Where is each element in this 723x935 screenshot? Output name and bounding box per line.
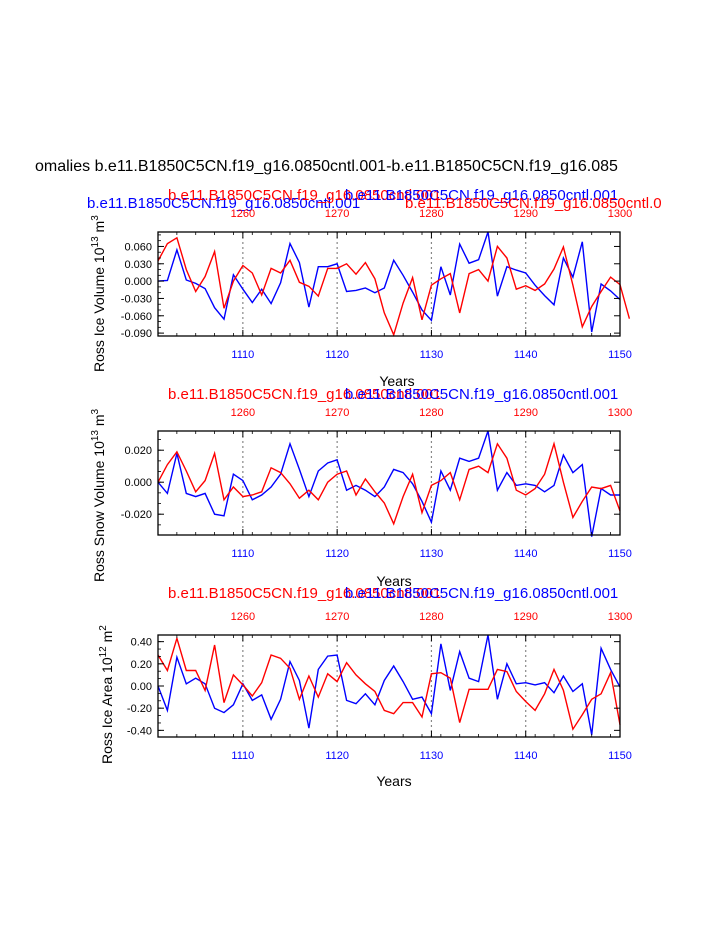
panel-1-ylabel-main: Ross Ice Volume 10 (91, 247, 107, 372)
panel-1-xtick-top-label: 1260 (231, 208, 255, 220)
panel-3-frame (157, 634, 621, 738)
panel-1-xtick-top-label: 1270 (325, 208, 349, 220)
panel-1-xlabel: Years (379, 373, 414, 389)
panel-3-xtick-bottom-label: 1130 (420, 750, 444, 762)
panel-2-ylabel-main: Ross Snow Volume 10 (91, 441, 107, 582)
panel-2-xtick-top-label: 1260 (231, 407, 255, 419)
panel-1-ylabel-unit-exp: 3 (90, 215, 101, 221)
panel-3-xtick-top-label: 1290 (513, 611, 537, 623)
panel-2-frame (157, 430, 621, 536)
panel-1-xtick-bottom-label: 1130 (420, 349, 444, 361)
panel-3-title-blue: b.e11.B1850C5CN.f19_g16.0850cntl.001 (345, 585, 618, 602)
panel-1-series-blue-line (157, 231, 621, 333)
panel-1-ytick-label: 0.060 (124, 241, 152, 253)
panel-3-ylabel-unit: m (99, 631, 115, 647)
panel-3-xtick-top-label: 1270 (325, 611, 349, 623)
panel-2-xtick-bottom-label: 1120 (325, 548, 349, 560)
panel-1-series-red-line (157, 236, 631, 337)
panel-3-xtick-top-label: 1280 (419, 611, 443, 623)
panel-1-ylabel-unit: m (91, 221, 107, 237)
panel-1-frame (157, 231, 621, 337)
panel-1-xtick-bottom-label: 1150 (608, 349, 632, 361)
panel-1-ytick-label: 0.000 (124, 276, 152, 288)
panel-ice-volume: b.e11.B1850C5CN.f19_g16.0850cntl.001 b.e… (87, 187, 662, 389)
panel-3-xtick-bottom-label: 1120 (325, 750, 349, 762)
panel-2-series-blue-line (157, 430, 620, 537)
panel-3-ylabel-unit-exp: 2 (98, 625, 109, 631)
panel-2-xtick-top-label: 1300 (608, 407, 632, 419)
panel-3-xlabel: Years (376, 773, 411, 789)
panel-2-xtick-top-label: 1280 (419, 407, 443, 419)
panel-3-xtick-top-label: 1260 (231, 611, 255, 623)
panel-3-xtick-bottom-label: 1150 (608, 750, 632, 762)
panel-1-extra-title-blue: b.e11.B1850C5CN.f19_g16.0850cntl.001 (345, 187, 618, 204)
panel-1-xtick-bottom-label: 1110 (231, 349, 254, 361)
panel-3-series-red-line (157, 635, 621, 731)
panel-1-xtick-top-label: 1290 (513, 208, 537, 220)
panel-2-xtick-top-label: 1290 (513, 407, 537, 419)
panel-2-ytick-label: 0.000 (124, 477, 152, 489)
panel-1-title-red: b.e11.B1850C5CN.f19_g16.0850cntl.001 (168, 187, 441, 204)
panel-2-xtick-bottom-label: 1150 (608, 548, 632, 560)
panel-2-ylabel-unit-exp: 3 (90, 408, 101, 414)
panel-ice-area: b.e11.B1850C5CN.f19_g16.0850cntl.001 b.e… (98, 585, 632, 789)
panel-2-ytick-label: 0.020 (124, 445, 152, 457)
panel-1-ylabel: Ross Ice Volume 1013 m3 (90, 215, 107, 372)
panel-1-xtick-bottom-label: 1120 (325, 349, 349, 361)
panel-3-series-blue-line (157, 634, 621, 735)
panel-1-plot: 0.060 0.030 0.000 -0.030 -0.060 -0.090 1110 112… (121, 208, 632, 361)
panel-3-ylabel: Ross Ice Area 1012 m2 (98, 625, 115, 764)
panel-2-xlabel: Years (376, 573, 411, 589)
panel-1-title-blue: b.e11.B1850C5CN.f19_g16.0850cntl.001 (87, 195, 360, 212)
panel-2-xtick-bottom-label: 1140 (514, 548, 538, 560)
panel-3-xtick-bottom-label: 1110 (231, 750, 254, 762)
panel-2-ylabel-unit: m (91, 414, 107, 430)
panel-1-ytick-label: -0.060 (121, 311, 152, 323)
panel-3-title-red: b.e11.B1850C5CN.f19_g16.0850cntl.001 (168, 585, 441, 602)
panel-2-title-red: b.e11.B1850C5CN.f19_g16.0850cntl.001 (168, 386, 441, 403)
panel-3-xtick-top-label: 1300 (608, 611, 632, 623)
panel-1-ylabel-exp: 13 (90, 236, 101, 248)
panel-1-ytick-label: -0.090 (121, 328, 152, 340)
panel-1-extra-title-red: b.e11.B1850C5CN.f19_g16.0850cntl.0 (405, 195, 662, 212)
panel-1-xtick-top-label: 1300 (608, 208, 632, 220)
panel-2-ytick-label: -0.020 (121, 509, 152, 521)
panel-2-plot: 0.020 0.000 -0.020 1110 1120 1130 1140 1150 1260… (121, 407, 632, 560)
panel-snow-volume: b.e11.B1850C5CN.f19_g16.0850cntl.001 b.e… (90, 386, 632, 589)
panel-3-plot: 0.40 0.20 0.00 -0.20 -0.40 1110 1120 1130 1140 11… (127, 611, 632, 762)
panel-3-xtick-bottom-label: 1140 (514, 750, 538, 762)
panel-3-ytick-label: -0.40 (127, 725, 152, 737)
panel-3-ytick-label: 0.20 (131, 659, 152, 671)
panel-3-ytick-label: 0.00 (131, 681, 152, 693)
panel-3-ylabel-main: Ross Ice Area 10 (99, 657, 115, 764)
panel-1-ytick-label: 0.030 (124, 259, 152, 271)
panel-2-series-red-line (157, 441, 621, 526)
panel-2-ylabel-exp: 13 (90, 430, 101, 442)
figure-title: omalies b.e11.B1850C5CN.f19_g16.0850cntl… (35, 158, 618, 175)
panel-2-xtick-bottom-label: 1130 (420, 548, 444, 560)
panel-2-title-blue: b.e11.B1850C5CN.f19_g16.0850cntl.001 (345, 386, 618, 403)
panel-1-xtick-top-label: 1280 (419, 208, 443, 220)
panel-3-ytick-label: 0.40 (131, 637, 152, 649)
panel-1-ytick-label: -0.030 (121, 293, 152, 305)
panel-1-xtick-bottom-label: 1140 (514, 349, 538, 361)
panel-2-xtick-bottom-label: 1110 (231, 548, 254, 560)
panel-3-ylabel-exp: 12 (98, 646, 109, 658)
panel-2-xtick-top-label: 1270 (325, 407, 349, 419)
panel-2-ylabel: Ross Snow Volume 1013 m3 (90, 408, 107, 582)
panel-3-ytick-label: -0.20 (127, 703, 152, 715)
